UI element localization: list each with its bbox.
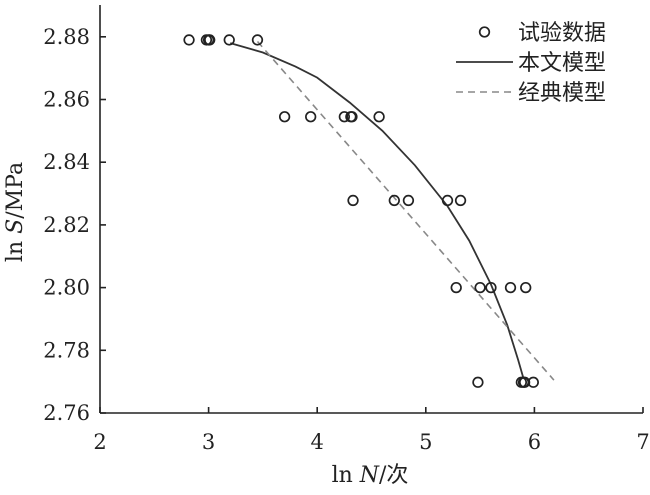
data-point — [251, 34, 264, 46]
x-tick-label: 3 — [202, 430, 215, 454]
data-point — [504, 281, 517, 294]
y-tick-label: 2.88 — [43, 25, 90, 49]
data-point — [402, 194, 415, 207]
y-tick-label: 2.78 — [43, 338, 90, 362]
proposed-model-line — [230, 42, 525, 379]
legend-label: 试验数据 — [518, 21, 606, 46]
data-point — [183, 34, 195, 46]
y-tick-label: 2.82 — [43, 213, 90, 237]
y-tick-label: 2.84 — [43, 150, 90, 174]
x-axis-title: ln N/次 — [332, 463, 409, 488]
data-point — [305, 111, 317, 123]
data-point — [485, 281, 497, 294]
data-point — [520, 281, 532, 294]
y-axis-title: ln S/MPa — [3, 162, 28, 262]
y-axis-title-unit: /MPa — [3, 162, 28, 219]
y-tick-label: 2.80 — [43, 276, 90, 300]
data-point — [450, 281, 462, 294]
x-tick-label: 7 — [636, 430, 649, 454]
legend-label: 经典模型 — [518, 81, 606, 106]
data-point — [474, 281, 486, 294]
y-axis-title-var: S — [3, 219, 28, 234]
data-point — [472, 376, 484, 388]
x-tick-label: 4 — [311, 430, 324, 454]
x-tick-label: 6 — [528, 430, 541, 454]
data-point — [388, 194, 400, 207]
classic-model-line — [256, 40, 555, 381]
series-layer — [183, 34, 555, 388]
data-point — [454, 194, 467, 207]
y-axis-title-prefix: ln — [3, 234, 28, 262]
x-axis-title-unit: /次 — [379, 463, 408, 488]
legend-label: 本文模型 — [518, 51, 606, 76]
x-axis-title-prefix: ln — [332, 463, 360, 488]
data-point — [373, 111, 385, 123]
y-tick-label: 2.76 — [43, 401, 90, 425]
data-point — [347, 194, 359, 207]
data-point — [346, 111, 358, 123]
y-tick-label: 2.86 — [43, 88, 90, 112]
data-point — [278, 111, 291, 123]
data-point — [204, 34, 216, 46]
y-axis-ticks: 2.76 2.78 2.80 2.82 2.84 2.86 2.88 — [43, 25, 106, 425]
data-point — [223, 34, 235, 46]
x-axis-title-var: N — [359, 463, 380, 488]
data-point — [527, 376, 539, 388]
x-tick-label: 2 — [93, 430, 106, 454]
x-axis-ticks: 2 3 4 5 6 7 — [93, 407, 650, 454]
legend-marker-circle — [478, 26, 491, 38]
data-point — [518, 376, 531, 388]
x-tick-label: 5 — [419, 430, 432, 454]
data-point — [338, 111, 351, 123]
plot-area — [99, 5, 643, 414]
data-point — [441, 194, 454, 207]
